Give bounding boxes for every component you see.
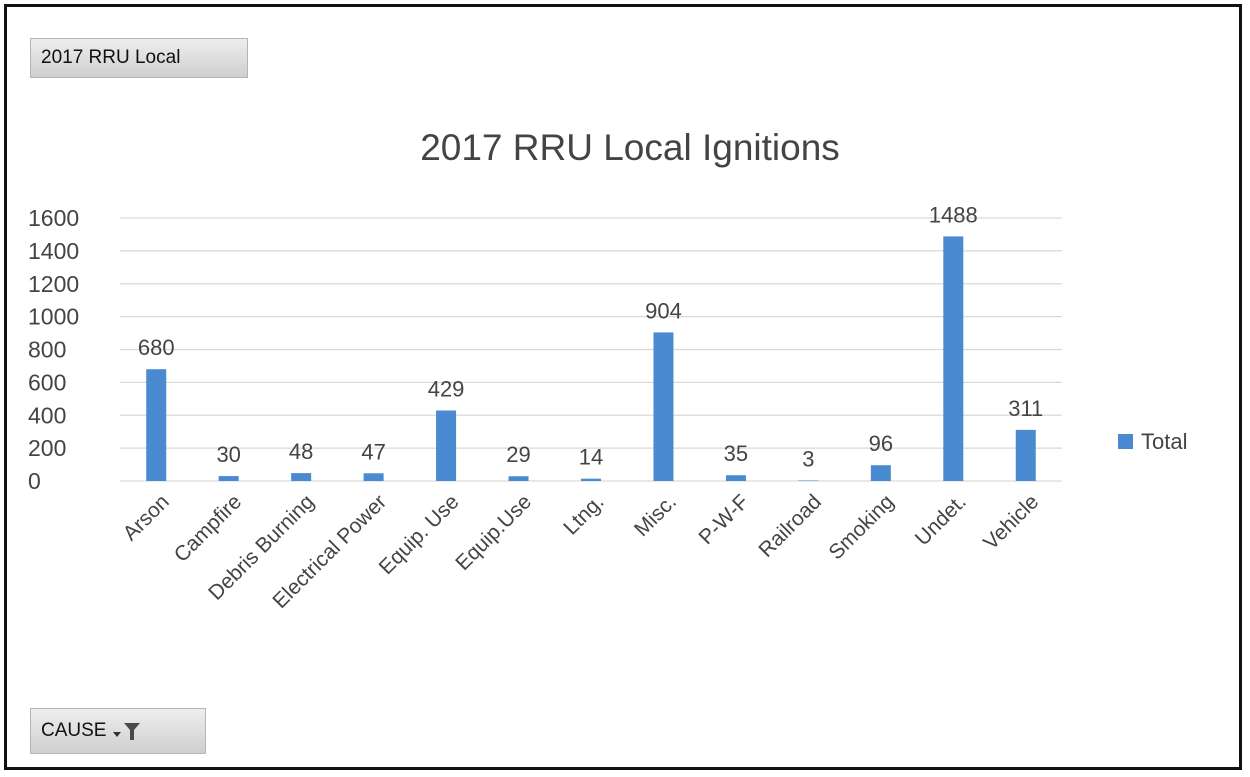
- cause-filter-button[interactable]: CAUSE: [30, 708, 206, 754]
- bar-electrical-power: [363, 473, 384, 481]
- report-filter-button[interactable]: 2017 RRU Local: [30, 38, 248, 78]
- y-tick-label: 1000: [28, 304, 79, 330]
- data-label: 14: [579, 445, 603, 470]
- cause-filter-label: CAUSE: [41, 720, 107, 741]
- bar-debris-burning: [291, 473, 312, 481]
- data-labels: 680 30 48 47 429 29 14 904 35 3 96 1488 311: [138, 202, 1043, 471]
- data-label: 904: [645, 298, 682, 323]
- y-tick-label: 0: [28, 468, 41, 494]
- data-label: 29: [506, 442, 530, 467]
- data-label: 3: [802, 447, 814, 472]
- y-tick-label: 1400: [28, 238, 79, 264]
- bar-arson: [146, 369, 167, 481]
- bar-smoking: [870, 465, 891, 481]
- filter-dropdown-icon[interactable]: [112, 720, 142, 742]
- x-tick-label: Campfire: [170, 490, 247, 567]
- data-label: 1488: [929, 202, 978, 227]
- x-tick-label: Arson: [119, 490, 174, 545]
- legend: Total: [1118, 429, 1187, 454]
- bars: [146, 236, 1036, 482]
- data-label: 429: [428, 376, 465, 401]
- data-label: 96: [869, 431, 893, 456]
- data-label: 30: [216, 442, 240, 467]
- y-axis-ticks: 0 200 400 600 800 1000 1200 1400 1600: [28, 205, 79, 494]
- y-tick-label: 1200: [28, 271, 79, 297]
- bar-railroad: [798, 480, 819, 482]
- x-tick-label: Ltng.: [559, 490, 608, 539]
- report-filter-label: 2017 RRU Local: [41, 47, 181, 68]
- x-tick-label: Equip.Use: [451, 490, 536, 575]
- data-label: 311: [1008, 396, 1043, 421]
- y-tick-label: 1600: [28, 205, 79, 231]
- data-label: 48: [289, 439, 313, 464]
- y-tick-label: 600: [28, 369, 66, 395]
- x-tick-label: P-W-F: [695, 490, 754, 549]
- legend-swatch-total: [1118, 434, 1133, 449]
- bar-equip-use: [436, 410, 457, 481]
- bar-campfire: [218, 476, 239, 481]
- gridlines: [120, 217, 1062, 482]
- bar-equip-use: [508, 476, 529, 481]
- legend-label-total: Total: [1141, 429, 1187, 454]
- x-tick-label: Misc.: [630, 490, 681, 541]
- bar-misc-: [653, 332, 674, 481]
- x-tick-label: Smoking: [824, 490, 898, 564]
- x-tick-label: Undet.: [911, 490, 971, 550]
- chart-title: 2017 RRU Local Ignitions: [420, 127, 840, 168]
- bar-p-w-f: [725, 475, 746, 481]
- bar-vehicle: [1015, 429, 1036, 481]
- bar-undet-: [943, 236, 964, 481]
- data-label: 680: [138, 335, 175, 360]
- data-label: 35: [724, 441, 748, 466]
- bar-ltng-: [581, 478, 601, 481]
- y-tick-label: 200: [28, 435, 66, 461]
- x-tick-label: Vehicle: [979, 490, 1043, 554]
- y-tick-label: 800: [28, 337, 66, 363]
- x-tick-label: Railroad: [754, 490, 826, 562]
- chart-frame: [4, 4, 1242, 770]
- y-tick-label: 400: [28, 402, 66, 428]
- data-label: 47: [361, 439, 385, 464]
